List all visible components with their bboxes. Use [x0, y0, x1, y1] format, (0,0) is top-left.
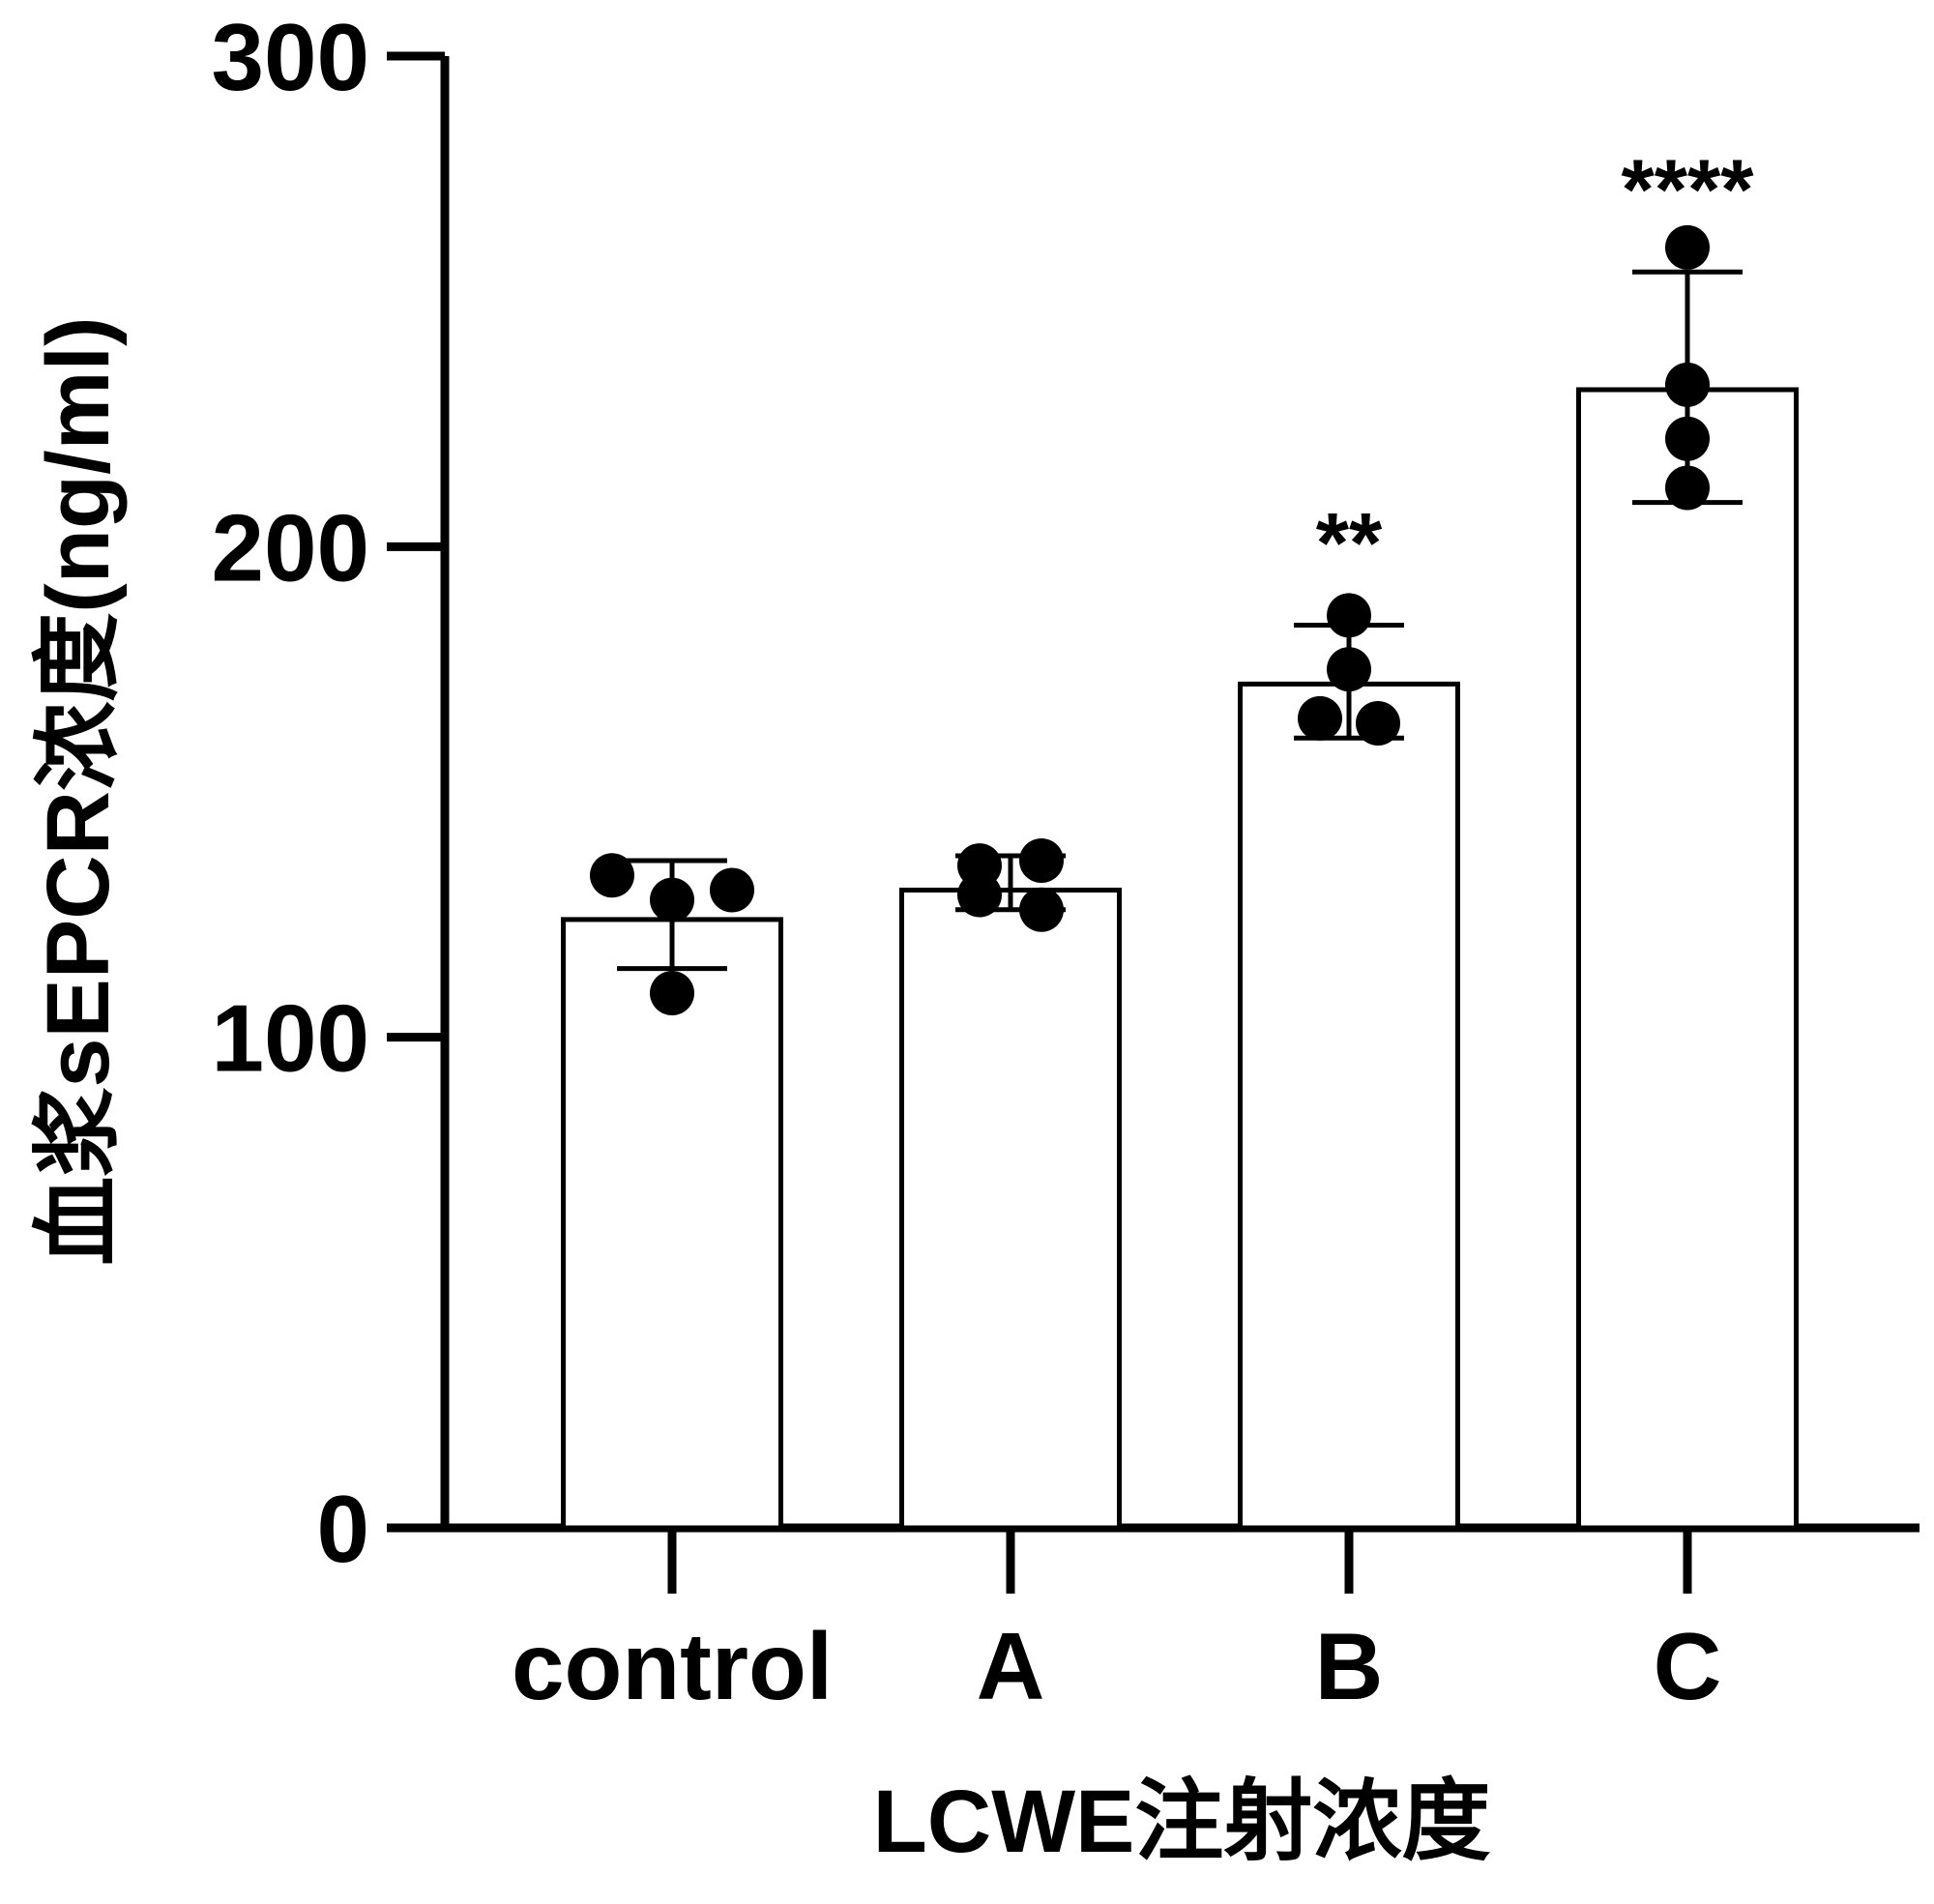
- data-point-B-3: [1298, 695, 1342, 741]
- x-axis-title: LCWE注射浓度: [873, 1772, 1491, 1871]
- data-point-C-1: [1665, 224, 1710, 270]
- data-point-control-2: [650, 877, 694, 923]
- y-axis-title: 血浆sEPCR浓度(ng/ml): [29, 316, 128, 1265]
- data-point-B-1: [1327, 593, 1371, 638]
- data-point-C-4: [1665, 465, 1710, 511]
- y-tick-label-200: 200: [211, 494, 369, 600]
- y-tick-label-300: 300: [211, 4, 369, 110]
- data-point-control-4: [650, 971, 694, 1016]
- points-group: [590, 224, 1710, 1016]
- data-point-C-3: [1665, 416, 1710, 461]
- bars-group: [561, 387, 1799, 1531]
- y-tick-label-100: 100: [211, 985, 369, 1092]
- category-label-control: control: [512, 1613, 833, 1719]
- bar-B: [1238, 681, 1460, 1531]
- significance-B: **: [1316, 495, 1383, 591]
- data-point-control-3: [710, 867, 754, 913]
- category-label-B: B: [1315, 1613, 1384, 1719]
- category-label-C: C: [1654, 1613, 1722, 1719]
- bar-C: [1576, 387, 1799, 1531]
- x-axis: [387, 1523, 1919, 1594]
- data-point-B-2: [1327, 647, 1371, 692]
- error-bars-group: [617, 269, 1743, 972]
- data-point-A-2: [1019, 838, 1064, 884]
- data-point-control-1: [590, 853, 634, 898]
- data-point-C-2: [1665, 362, 1710, 407]
- data-point-A-3: [957, 872, 1002, 918]
- y-axis: 0 100 200 300: [211, 4, 450, 1582]
- bar-A: [899, 887, 1122, 1531]
- y-tick-label-0: 0: [316, 1476, 369, 1582]
- significance-group: ******: [1316, 141, 1754, 590]
- category-label-A: A: [977, 1613, 1045, 1719]
- significance-C: ****: [1622, 141, 1755, 237]
- category-labels: control A B C: [512, 1613, 1721, 1719]
- data-point-A-4: [1019, 887, 1064, 932]
- data-point-B-4: [1356, 700, 1400, 746]
